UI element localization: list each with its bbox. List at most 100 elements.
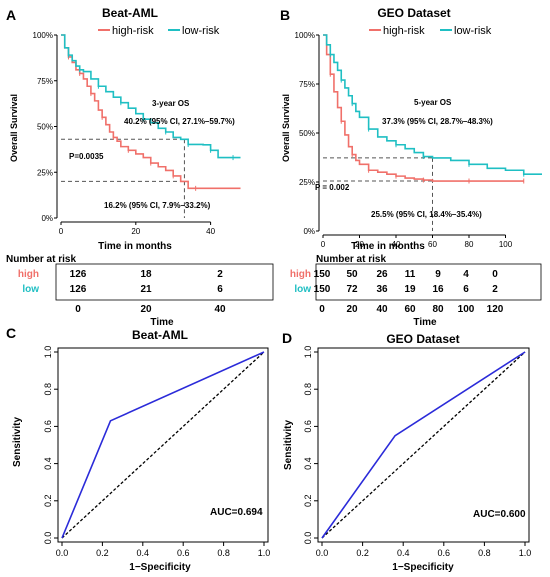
y-axis-label: Sensitivity xyxy=(283,420,294,470)
diagonal-reference-line xyxy=(321,351,526,539)
panel-letter: C xyxy=(6,325,16,341)
x-tick-label: 0.8 xyxy=(217,548,230,558)
roc-axes-c: 0.00.0 0.2 0.2 0.4 0.4 0.6 0.6 0.8 0.8 1.0 1.0 xyxy=(43,346,270,558)
risk-count: 19 xyxy=(404,284,416,295)
y-tick-label: 0.6 xyxy=(303,420,313,433)
x-tick-label: 0.4 xyxy=(137,548,150,558)
risk-row-label-high: high xyxy=(290,269,311,280)
y-tick-label: 0.4 xyxy=(43,457,53,470)
risk-time-tick: 100 xyxy=(458,304,475,315)
legend-label-high: high-risk xyxy=(112,25,154,37)
risk-table-title: Number at risk xyxy=(6,254,76,265)
risk-count: 21 xyxy=(140,284,152,295)
risk-table-xlabel: Time xyxy=(150,317,174,328)
y-axis-label: Overall Survival xyxy=(281,94,291,162)
auc-label: AUC=0.694 xyxy=(210,507,263,518)
plot-frame xyxy=(317,347,530,543)
km-curve-high-risk xyxy=(323,34,524,182)
risk-count: 150 xyxy=(314,269,331,280)
x-tick-label: 40 xyxy=(392,240,401,249)
x-tick-label: 40 xyxy=(206,227,215,236)
risk-row-label-high: high xyxy=(18,269,39,280)
x-tick-label: 0 xyxy=(321,240,326,249)
risk-table-title: Number at risk xyxy=(316,254,386,265)
panel-letter: A xyxy=(6,7,16,23)
panel-d: D GEO Dataset Sensitivity 0.00.0 0.2 0.2 0.… xyxy=(282,330,531,573)
risk-count: 2 xyxy=(492,284,498,295)
y-tick-label: 0% xyxy=(41,214,53,223)
risk-count: 26 xyxy=(376,269,388,280)
risk-time-tick: 0 xyxy=(75,304,81,315)
x-axis-label: Time in months xyxy=(351,241,425,252)
risk-count: 126 xyxy=(70,269,87,280)
plot-frame xyxy=(57,347,269,543)
y-tick-label: 50% xyxy=(299,129,315,138)
risk-count: 4 xyxy=(463,269,469,280)
y-tick-label: 0.2 xyxy=(43,495,53,508)
x-axis-label: 1−Specificity xyxy=(129,562,191,573)
diagonal-reference-line xyxy=(61,351,265,539)
y-tick-label: 1.0 xyxy=(303,346,313,359)
x-tick-label: 20 xyxy=(131,227,140,236)
risk-table-a: high 126 18 2 low 126 21 6 0 20 40 xyxy=(18,263,274,315)
x-tick-label: 0.8 xyxy=(478,548,491,558)
roc-curve xyxy=(321,351,526,539)
os-label: 3-year OS xyxy=(152,99,190,108)
risk-count: 16 xyxy=(432,284,444,295)
risk-time-tick: 40 xyxy=(376,304,388,315)
chart-title: Beat-AML xyxy=(102,6,158,20)
low-risk-annotation: 37.3% (95% CI, 28.7%–48.3%) xyxy=(382,117,493,126)
risk-row-label-low: low xyxy=(294,284,311,295)
chart-title: Beat-AML xyxy=(132,328,188,342)
x-tick-label: 0 xyxy=(59,227,64,236)
x-axis-label: 1−Specificity xyxy=(392,562,454,573)
os-label: 5-year OS xyxy=(414,98,452,107)
risk-time-tick: 60 xyxy=(404,304,416,315)
roc-axes-d: 0.00.0 0.2 0.2 0.4 0.4 0.6 0.6 0.8 0.8 1.0 1.0 xyxy=(303,346,531,558)
x-tick-label: 1.0 xyxy=(258,548,271,558)
risk-count: 36 xyxy=(376,284,388,295)
chart-title: GEO Dataset xyxy=(377,6,450,20)
low-risk-annotation: 40.2% (95% CI, 27.1%–59.7%) xyxy=(124,117,235,126)
risk-table-frame xyxy=(315,263,542,301)
y-tick-label: 0.8 xyxy=(303,383,313,396)
y-tick-label: 0.0 xyxy=(303,532,313,545)
km-curve-low-risk xyxy=(61,34,241,159)
chart-title: GEO Dataset xyxy=(386,332,459,346)
risk-table-xlabel: Time xyxy=(413,317,437,328)
risk-count: 150 xyxy=(314,284,331,295)
y-tick-label: 25% xyxy=(299,178,315,187)
x-tick-label: 1.0 xyxy=(519,548,532,558)
y-tick-label: 0.2 xyxy=(303,495,313,508)
x-tick-label: 0.0 xyxy=(316,548,329,558)
y-tick-label: 1.0 xyxy=(43,346,53,359)
p-value: P = 0.002 xyxy=(315,183,350,192)
panel-c: C Beat-AML Sensitivity 0.00.00.20.20.40.… xyxy=(6,325,270,573)
risk-count: 18 xyxy=(140,269,152,280)
x-tick-label: 100 xyxy=(499,240,513,249)
x-tick-label: 80 xyxy=(465,240,474,249)
x-tick-label: 0.2 xyxy=(356,548,369,558)
panel-letter: D xyxy=(282,330,292,346)
risk-row-label-low: low xyxy=(22,284,39,295)
risk-count: 11 xyxy=(405,269,416,280)
risk-time-tick: 80 xyxy=(432,304,444,315)
y-axis-label: Sensitivity xyxy=(12,417,23,467)
risk-count: 72 xyxy=(346,284,358,295)
p-value: P=0.0035 xyxy=(69,152,104,161)
panel-letter: B xyxy=(280,7,290,23)
risk-count: 50 xyxy=(346,269,358,280)
high-risk-annotation: 25.5% (95% CI, 18.4%–35.4%) xyxy=(371,210,482,219)
y-tick-label: 100% xyxy=(295,31,315,40)
km-curve-low-risk xyxy=(323,34,542,175)
y-axis-label: Overall Survival xyxy=(9,94,19,162)
y-tick-label: 75% xyxy=(299,80,315,89)
risk-count: 9 xyxy=(435,269,441,280)
panel-b: B GEO Dataset high-risk low-risk Overall… xyxy=(280,6,542,328)
km-axes-b: 0% 25% 50% 75% 100% 0 20 40 60 80 100 xyxy=(295,31,542,249)
y-tick-label: 100% xyxy=(33,31,53,40)
risk-count: 126 xyxy=(70,284,87,295)
roc-curve xyxy=(61,351,265,539)
y-tick-label: 0.0 xyxy=(43,532,53,545)
